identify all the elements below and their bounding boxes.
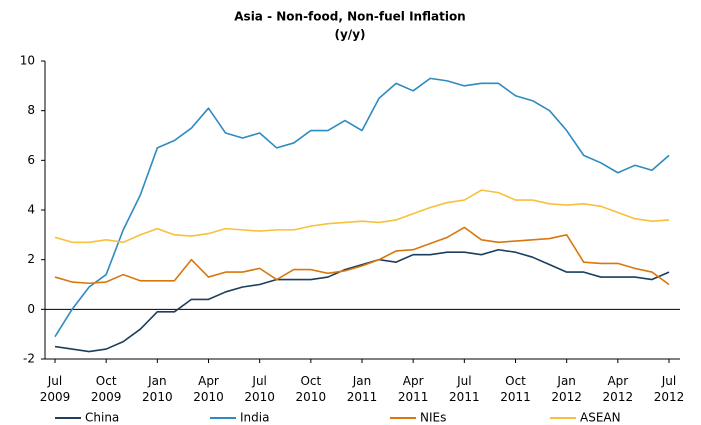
x-tick-label: Jul 2009 xyxy=(39,374,71,404)
x-tick-label: Oct 2009 xyxy=(90,374,122,404)
series-line xyxy=(54,248,670,353)
y-tick-label: 0 xyxy=(27,302,35,316)
series-line xyxy=(54,226,670,286)
x-tick-label: Oct 2010 xyxy=(295,374,327,404)
legend-label: India xyxy=(240,411,269,425)
x-tick-label: Jul 2012 xyxy=(653,374,685,404)
y-tick-label: 8 xyxy=(27,103,35,117)
y-tick-label: 2 xyxy=(27,252,35,266)
legend-label: ASEAN xyxy=(580,411,621,425)
y-tick-label: 10 xyxy=(20,54,35,68)
y-tick-label: 4 xyxy=(27,203,35,217)
x-tick-label: Oct 2011 xyxy=(500,374,531,404)
x-tick-label: Apr 2010 xyxy=(193,374,224,404)
legend-label: NIEs xyxy=(420,411,446,425)
series-line xyxy=(54,77,670,338)
chart-subtitle: (y/y) xyxy=(335,28,366,42)
series-line xyxy=(54,189,670,244)
chart-title: Asia - Non-food, Non-fuel Inflation xyxy=(234,10,465,24)
x-tick-label: Jan 2010 xyxy=(142,374,173,404)
legend-label: China xyxy=(85,411,119,425)
x-tick-label: Jul 2011 xyxy=(449,374,480,404)
y-tick-label: -2 xyxy=(23,352,35,366)
x-tick-label: Jan 2012 xyxy=(551,374,582,404)
x-tick-label: Apr 2012 xyxy=(602,374,634,404)
x-tick-label: Jan 2011 xyxy=(346,374,378,404)
y-tick-label: 6 xyxy=(27,153,35,167)
x-tick-label: Apr 2011 xyxy=(397,374,429,404)
x-tick-label: Jul 2010 xyxy=(244,374,275,404)
